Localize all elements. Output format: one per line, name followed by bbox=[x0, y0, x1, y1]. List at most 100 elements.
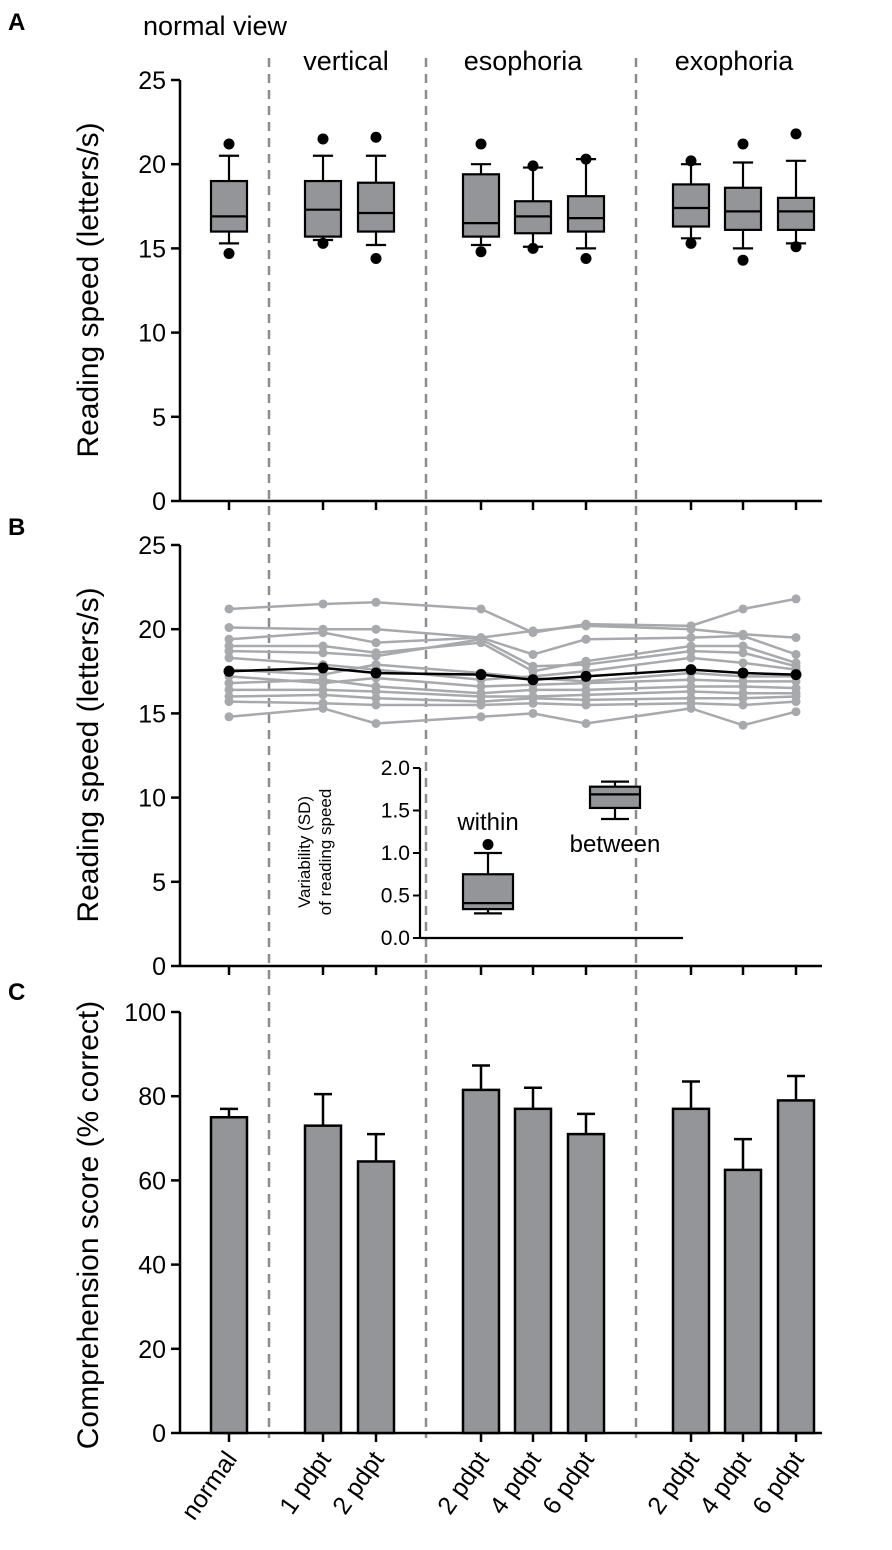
x-tick-label: normal bbox=[176, 1446, 243, 1525]
subject-point bbox=[224, 685, 234, 695]
panel-c-y-tick-label: 60 bbox=[138, 1167, 166, 1195]
subject-point bbox=[686, 633, 696, 643]
panel-c-axes: 0 20 40 60 80 100 bbox=[124, 999, 822, 1448]
subject-point bbox=[581, 621, 591, 631]
subject-point bbox=[476, 700, 486, 710]
bar bbox=[303, 1124, 343, 1435]
x-tick-label: 1 pdpt bbox=[274, 1446, 337, 1519]
panel-b: Reading speed (letters/s) 0 5 10 15 20 25 Var… bbox=[72, 532, 822, 981]
subject-point bbox=[738, 604, 748, 614]
panel-a-y-tick-label: 0 bbox=[152, 488, 166, 516]
x-tick-label: 2 pdpt bbox=[642, 1446, 705, 1519]
subject-point bbox=[318, 703, 328, 713]
panel-c-y-tick-label: 40 bbox=[138, 1252, 166, 1280]
subject-point bbox=[318, 628, 328, 638]
panel-b-inset: Variability (SD) of reading speed within… bbox=[295, 757, 683, 950]
subject-point bbox=[528, 649, 538, 659]
subject-point bbox=[738, 631, 748, 641]
panel-a-outlier-point bbox=[223, 138, 235, 150]
subject-point bbox=[791, 649, 801, 659]
group-label-vertical: vertical bbox=[303, 46, 389, 76]
subject-point bbox=[738, 693, 748, 703]
panel-a-outlier-point bbox=[580, 253, 592, 265]
inset-label-between: between bbox=[570, 831, 661, 858]
panel-a-outlier-point bbox=[223, 247, 235, 259]
panel-a-box bbox=[356, 181, 396, 233]
inset-boxes bbox=[461, 780, 642, 915]
panel-a: Reading speed (letters/s) 0 5 10 15 20 25 bbox=[72, 67, 822, 516]
mean-point bbox=[317, 662, 329, 674]
panel-a-outlier-point bbox=[737, 138, 749, 150]
mean-point bbox=[790, 669, 802, 681]
panel-c-y-axis-label: Comprehension score (% correct) bbox=[72, 1001, 105, 1450]
subject-point bbox=[528, 708, 538, 718]
subject-point bbox=[224, 646, 234, 656]
panel-a-outlier-point bbox=[317, 237, 329, 249]
x-tick-label: 4 pdpt bbox=[694, 1446, 757, 1519]
panel-c: Comprehension score (% correct) 0 20 40 60 8… bbox=[72, 999, 822, 1525]
panel-a-box bbox=[209, 179, 249, 233]
x-tick-label: 4 pdpt bbox=[484, 1446, 547, 1519]
subject-point bbox=[224, 634, 234, 644]
subject-point bbox=[476, 712, 486, 722]
subject-point bbox=[371, 638, 381, 648]
panel-b-y-tick-label: 15 bbox=[138, 700, 166, 728]
subject-point bbox=[738, 658, 748, 668]
panel-a-outlier-point bbox=[370, 253, 382, 265]
subject-point bbox=[686, 703, 696, 713]
x-tick-label: 2 pdpt bbox=[432, 1446, 495, 1519]
inset-y-tick-label: 1.5 bbox=[381, 800, 410, 823]
subject-point bbox=[686, 675, 696, 685]
subject-point bbox=[224, 653, 234, 663]
subject-point bbox=[791, 633, 801, 643]
panel-a-outlier-point bbox=[475, 138, 487, 150]
subject-line bbox=[228, 707, 797, 727]
panel-a-outlier-point bbox=[790, 241, 802, 253]
panel-a-outlier-point bbox=[475, 246, 487, 258]
panel-a-outlier-point bbox=[370, 131, 382, 143]
subject-point bbox=[581, 719, 591, 729]
panel-b-y-tick-label: 0 bbox=[152, 953, 166, 981]
inset-y-tick-label: 0.5 bbox=[381, 885, 410, 908]
panel-b-axes: 0 5 10 15 20 25 bbox=[138, 532, 822, 981]
subject-point bbox=[528, 626, 538, 636]
subject-point bbox=[581, 700, 591, 710]
subject-point bbox=[686, 653, 696, 663]
panel-a-outlier-point bbox=[317, 133, 329, 145]
inset-y-tick-label: 1.0 bbox=[381, 842, 410, 865]
panel-a-y-tick-label: 5 bbox=[152, 404, 166, 432]
subject-point bbox=[318, 690, 328, 700]
mean-point bbox=[370, 667, 382, 679]
inset-y-tick-label: 2.0 bbox=[381, 757, 410, 780]
panel-a-box bbox=[723, 186, 763, 231]
inset-y-tick-label: 0.0 bbox=[381, 927, 410, 950]
panel-a-box bbox=[461, 173, 501, 238]
subject-point bbox=[476, 681, 486, 691]
panel-a-y-axis-label: Reading speed (letters/s) bbox=[72, 122, 105, 457]
dashed-separators bbox=[267, 58, 638, 1438]
panel-letter-c: C bbox=[8, 979, 25, 1006]
panel-a-axes: 0 5 10 15 20 25 bbox=[138, 67, 822, 516]
group-label-exophoria: exophoria bbox=[675, 46, 795, 76]
subject-point bbox=[686, 646, 696, 656]
inset-label-within: within bbox=[456, 809, 518, 836]
bar bbox=[356, 1160, 396, 1435]
subject-point bbox=[224, 604, 234, 614]
panel-a-box bbox=[671, 183, 711, 228]
panel-a-outlier-point bbox=[737, 254, 749, 266]
subject-point bbox=[371, 660, 381, 670]
mean-point bbox=[475, 669, 487, 681]
subject-point bbox=[224, 697, 234, 707]
mean-point bbox=[685, 664, 697, 676]
subject-point bbox=[371, 651, 381, 661]
bar bbox=[671, 1107, 711, 1435]
subject-point bbox=[528, 698, 538, 708]
subject-point bbox=[581, 634, 591, 644]
panel-a-outlier-point bbox=[580, 153, 592, 165]
subject-point bbox=[738, 681, 748, 691]
subject-point bbox=[791, 707, 801, 717]
panel-c-y-tick-label: 0 bbox=[152, 1420, 166, 1448]
subject-point bbox=[791, 697, 801, 707]
panel-letter-a: A bbox=[8, 9, 25, 36]
